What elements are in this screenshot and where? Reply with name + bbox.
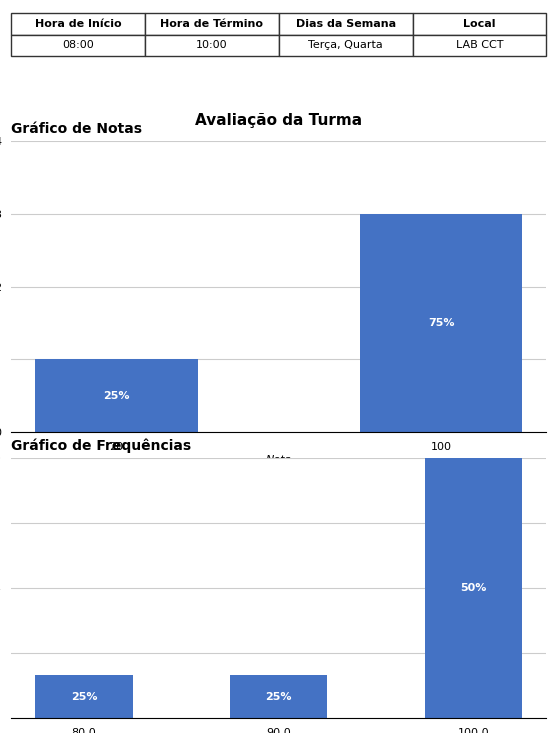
Text: Gráfico de Frequências: Gráfico de Frequências [11, 438, 191, 453]
Text: 75%: 75% [428, 318, 454, 328]
Text: 50%: 50% [460, 583, 487, 593]
Text: Avaliação da Turma: Avaliação da Turma [195, 114, 362, 128]
Bar [230, 675, 327, 733]
Bar [35, 675, 132, 733]
Bar [360, 214, 522, 432]
Legend: Quantidade: Quantidade [225, 554, 333, 578]
Text: 25%: 25% [266, 692, 292, 701]
Text: 25%: 25% [71, 692, 97, 701]
Bar [425, 458, 522, 733]
Text: Gráfico de Notas: Gráfico de Notas [11, 122, 142, 136]
Bar [35, 359, 198, 432]
Text: 25%: 25% [103, 391, 130, 401]
X-axis label: Nota: Nota [266, 454, 292, 465]
